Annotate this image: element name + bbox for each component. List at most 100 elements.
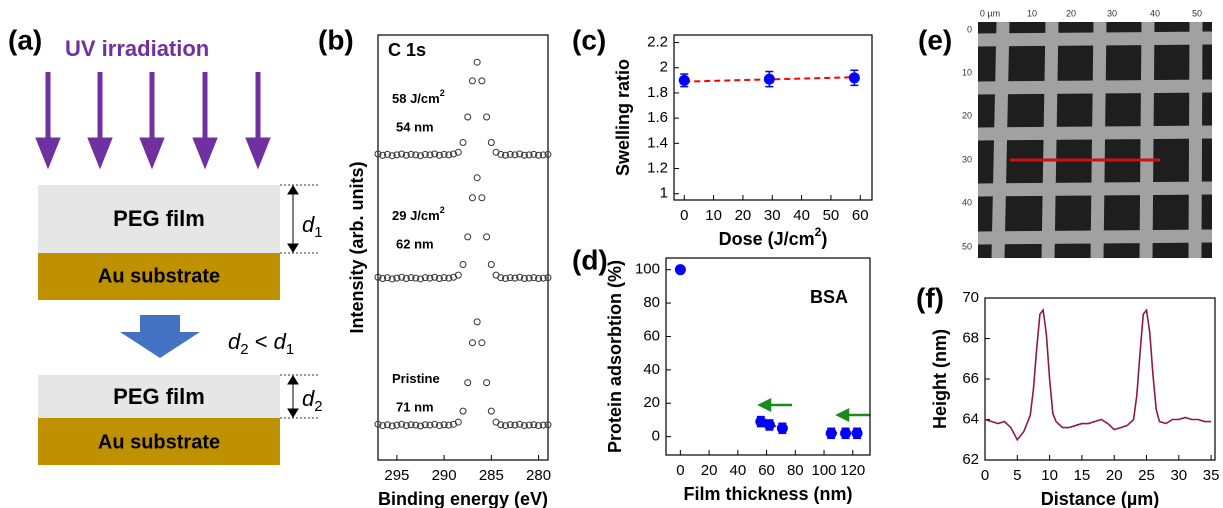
panel-label: (a) [8, 24, 42, 55]
x-tick-label: 40 [1150, 8, 1160, 18]
data-point [511, 274, 519, 282]
label-text: Distance (µm) [1041, 489, 1159, 508]
data-point [412, 274, 420, 282]
x-tick-label: 20 [701, 462, 718, 479]
annotation: Pristine [392, 371, 440, 386]
data-point [383, 274, 391, 282]
x-tick-label: 60 [758, 462, 775, 479]
data-point [483, 113, 491, 121]
peg-film [38, 375, 280, 418]
data-point [459, 261, 467, 268]
x-tick-label: 20 [1066, 8, 1076, 18]
data-point [535, 275, 543, 283]
y-tick-label: 0 [652, 428, 660, 445]
data-point [478, 194, 486, 202]
data-point [502, 151, 509, 159]
x-tick-label: 40 [729, 462, 746, 479]
data-point [763, 73, 775, 85]
data-point [511, 151, 519, 159]
y-tick-label: 1.2 [647, 159, 668, 176]
operator: < [249, 329, 274, 354]
x-tick-label: 0 [676, 462, 684, 479]
data-point [516, 420, 524, 428]
data-point [374, 273, 382, 281]
thickness-arrows [287, 185, 299, 418]
y-tick-label: 40 [962, 197, 972, 207]
y-tick-label: 1.4 [647, 134, 668, 151]
data-point [544, 150, 552, 158]
data-point [445, 421, 453, 429]
y-tick-label: 1.6 [647, 109, 668, 126]
data-point [544, 274, 552, 282]
data-point [379, 151, 387, 159]
data-point [520, 422, 528, 430]
data-point [431, 420, 439, 428]
film-label: PEG film [113, 206, 205, 231]
data-point [440, 421, 448, 429]
symbol: d [302, 212, 315, 237]
data-point [483, 379, 491, 387]
annotation: 58 J/cm2 [392, 88, 445, 106]
label-text: Dose (J/cm [719, 229, 815, 249]
superscript: 2 [440, 88, 445, 98]
y-tick-label: 2 [660, 59, 668, 76]
data-point [530, 150, 538, 158]
data-point [468, 194, 476, 202]
y-axis-label: Intensity (arb. units) [347, 161, 367, 333]
x-tick-label: 80 [787, 462, 804, 479]
substrate-label: Au substrate [98, 431, 220, 453]
data-point [464, 113, 472, 121]
afm-lattice [977, 21, 1213, 259]
data-point [478, 77, 486, 85]
data-point [412, 421, 420, 429]
y-tick-label: 80 [643, 294, 660, 311]
x-tick-label: 30 [764, 207, 781, 224]
data-point [407, 150, 415, 158]
annotation: 29 J/cm2 [392, 205, 445, 223]
data-point [426, 274, 434, 282]
panel-label: (f) [916, 282, 944, 313]
y-tick-label: 70 [962, 289, 979, 306]
y-tick-label: 1.8 [647, 84, 668, 101]
plot-frame [665, 257, 871, 456]
data-point [539, 274, 547, 282]
x-tick-label: 5 [1013, 467, 1021, 484]
annotation-text: Pristine [392, 371, 440, 386]
annotation-text: 58 J/cm [392, 91, 440, 106]
x-axis-label: Film thickness (nm) [683, 484, 852, 504]
data-point [402, 275, 410, 283]
x-tick-label: 10 [705, 207, 722, 224]
panel-e: (e) 0 µm 10 20 30 40 50 0 10 20 30 40 50 [918, 8, 1213, 259]
data-point [674, 264, 686, 276]
panel-a: (a) UV irradiation PEG film Au substrate… [8, 24, 323, 465]
annotation: 54 nm [396, 119, 434, 134]
data-point [407, 274, 415, 282]
data-point [848, 72, 860, 84]
x-axis-label: Binding energy (eV) [378, 489, 548, 508]
y-tick-label: 50 [962, 241, 972, 251]
x-tick-label: 280 [526, 467, 551, 484]
data-point [506, 150, 514, 158]
subscript: 2 [240, 341, 248, 358]
x-axis-label: Dose (J/cm2) [719, 225, 828, 249]
y-tick-label: 68 [962, 329, 979, 346]
data-point [417, 152, 424, 160]
annotation-text: 29 J/cm [392, 208, 440, 223]
y-tick-label: 100 [635, 261, 660, 278]
data-point [421, 150, 429, 158]
data-point [511, 421, 519, 429]
chart: (b) 295 290 285 280 Binding energy (eV) Intens… [318, 24, 552, 508]
data-point [393, 151, 401, 159]
subscript: 1 [314, 224, 322, 241]
data-point [417, 422, 424, 430]
plot-frame [984, 297, 1216, 461]
uv-arrows [35, 72, 271, 170]
film-label: PEG film [113, 384, 205, 409]
data-point [473, 174, 481, 182]
label-text: Binding energy (eV) [378, 489, 548, 508]
data-point [402, 422, 410, 430]
data-point [776, 422, 788, 434]
y-axis-label: Swelling ratio [613, 59, 633, 176]
data-point [379, 275, 387, 283]
